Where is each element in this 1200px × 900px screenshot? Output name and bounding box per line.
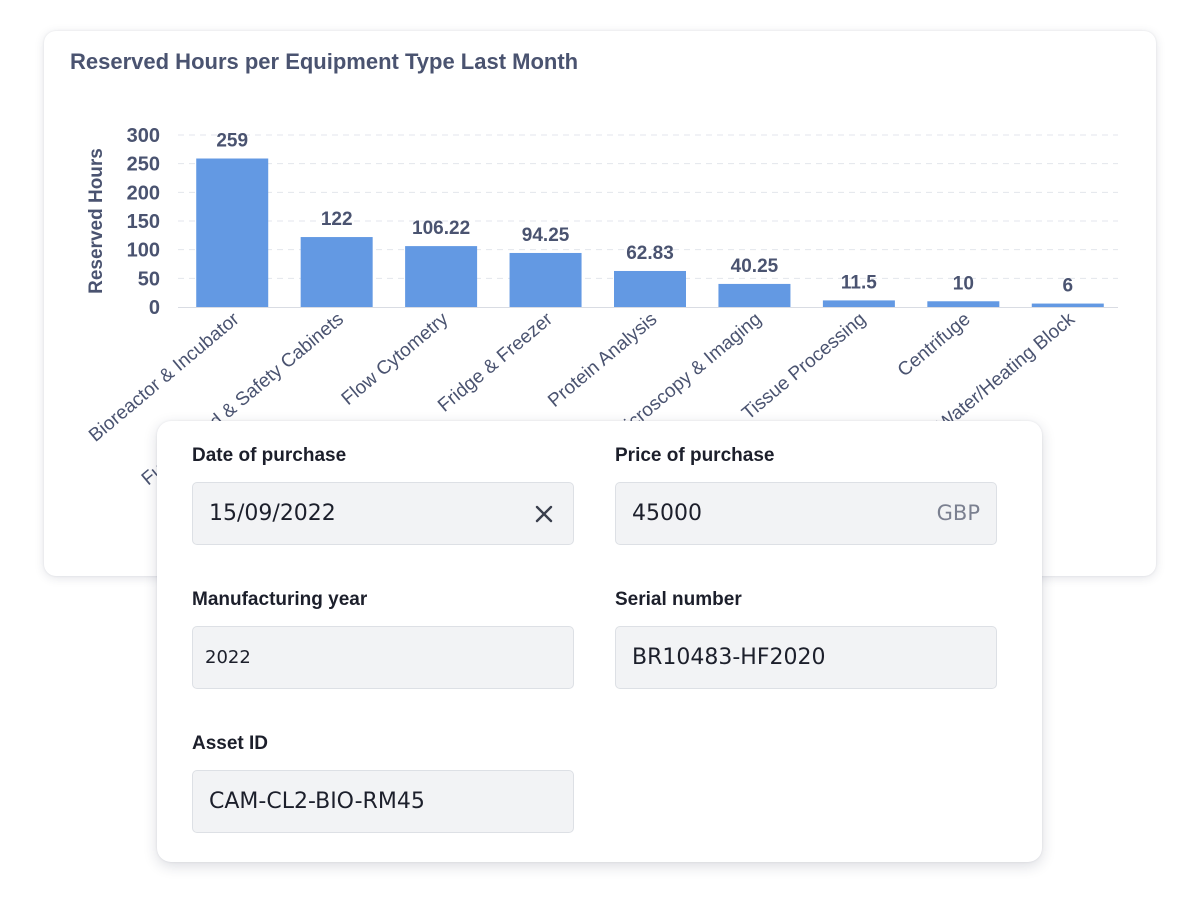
x-tick-label: Flow Cytometry [338,308,453,409]
asset-id-label: Asset ID [192,733,269,754]
y-tick-label: 150 [127,211,160,233]
bar [927,301,1000,307]
bar [718,283,791,307]
data-label: 6 [1062,276,1073,297]
close-icon[interactable] [533,503,555,525]
asset-id-field[interactable]: CAM-CL2-BIO-RM45 [192,770,574,833]
data-label: 106.22 [412,218,470,239]
x-tick-label: Centrifuge [894,309,975,381]
y-tick-label: 200 [127,182,160,204]
manufacturing-year-field[interactable]: 2022 [192,626,574,689]
x-tick-label: Fridge & Freezer [434,308,557,416]
data-label: 10 [953,273,974,294]
date-of-purchase-label: Date of purchase [192,445,347,466]
bar [822,300,895,307]
date-of-purchase-value: 15/09/2022 [209,501,336,526]
manufacturing-year-label: Manufacturing year [192,589,368,610]
serial-number-value: BR10483-HF2020 [632,645,826,670]
currency-suffix: GBP [936,501,980,525]
bar [300,237,373,307]
equipment-details-form: Date of purchase 15/09/2022 Price of pur… [157,421,1042,862]
x-tick-label: Protein Analysis [544,309,661,412]
data-label: 40.25 [731,256,779,277]
data-label: 62.83 [626,243,674,264]
bar [509,252,582,307]
y-tick-label: 0 [149,297,160,319]
y-tick-label: 50 [138,268,160,290]
price-of-purchase-label: Price of purchase [615,445,775,466]
data-label: 94.25 [522,225,570,246]
bar [1031,303,1104,307]
manufacturing-year-value: 2022 [205,647,251,668]
chart-title: Reserved Hours per Equipment Type Last M… [70,49,579,74]
date-of-purchase-field[interactable]: 15/09/2022 [192,482,574,545]
data-label: 259 [216,131,248,152]
data-label: 11.5 [841,272,877,293]
bar [196,158,269,307]
bar [614,270,686,307]
y-tick-label: 300 [127,125,160,147]
y-tick-label: 100 [127,240,160,262]
serial-number-label: Serial number [615,589,742,610]
y-tick-label: 250 [127,154,160,176]
serial-number-field[interactable]: BR10483-HF2020 [615,626,997,689]
asset-id-value: CAM-CL2-BIO-RM45 [209,789,425,814]
bar [405,246,478,307]
price-of-purchase-field[interactable]: 45000 GBP [615,482,997,545]
price-of-purchase-value: 45000 [632,501,702,526]
data-label: 122 [321,209,353,230]
y-axis-title: Reserved Hours [86,148,107,294]
